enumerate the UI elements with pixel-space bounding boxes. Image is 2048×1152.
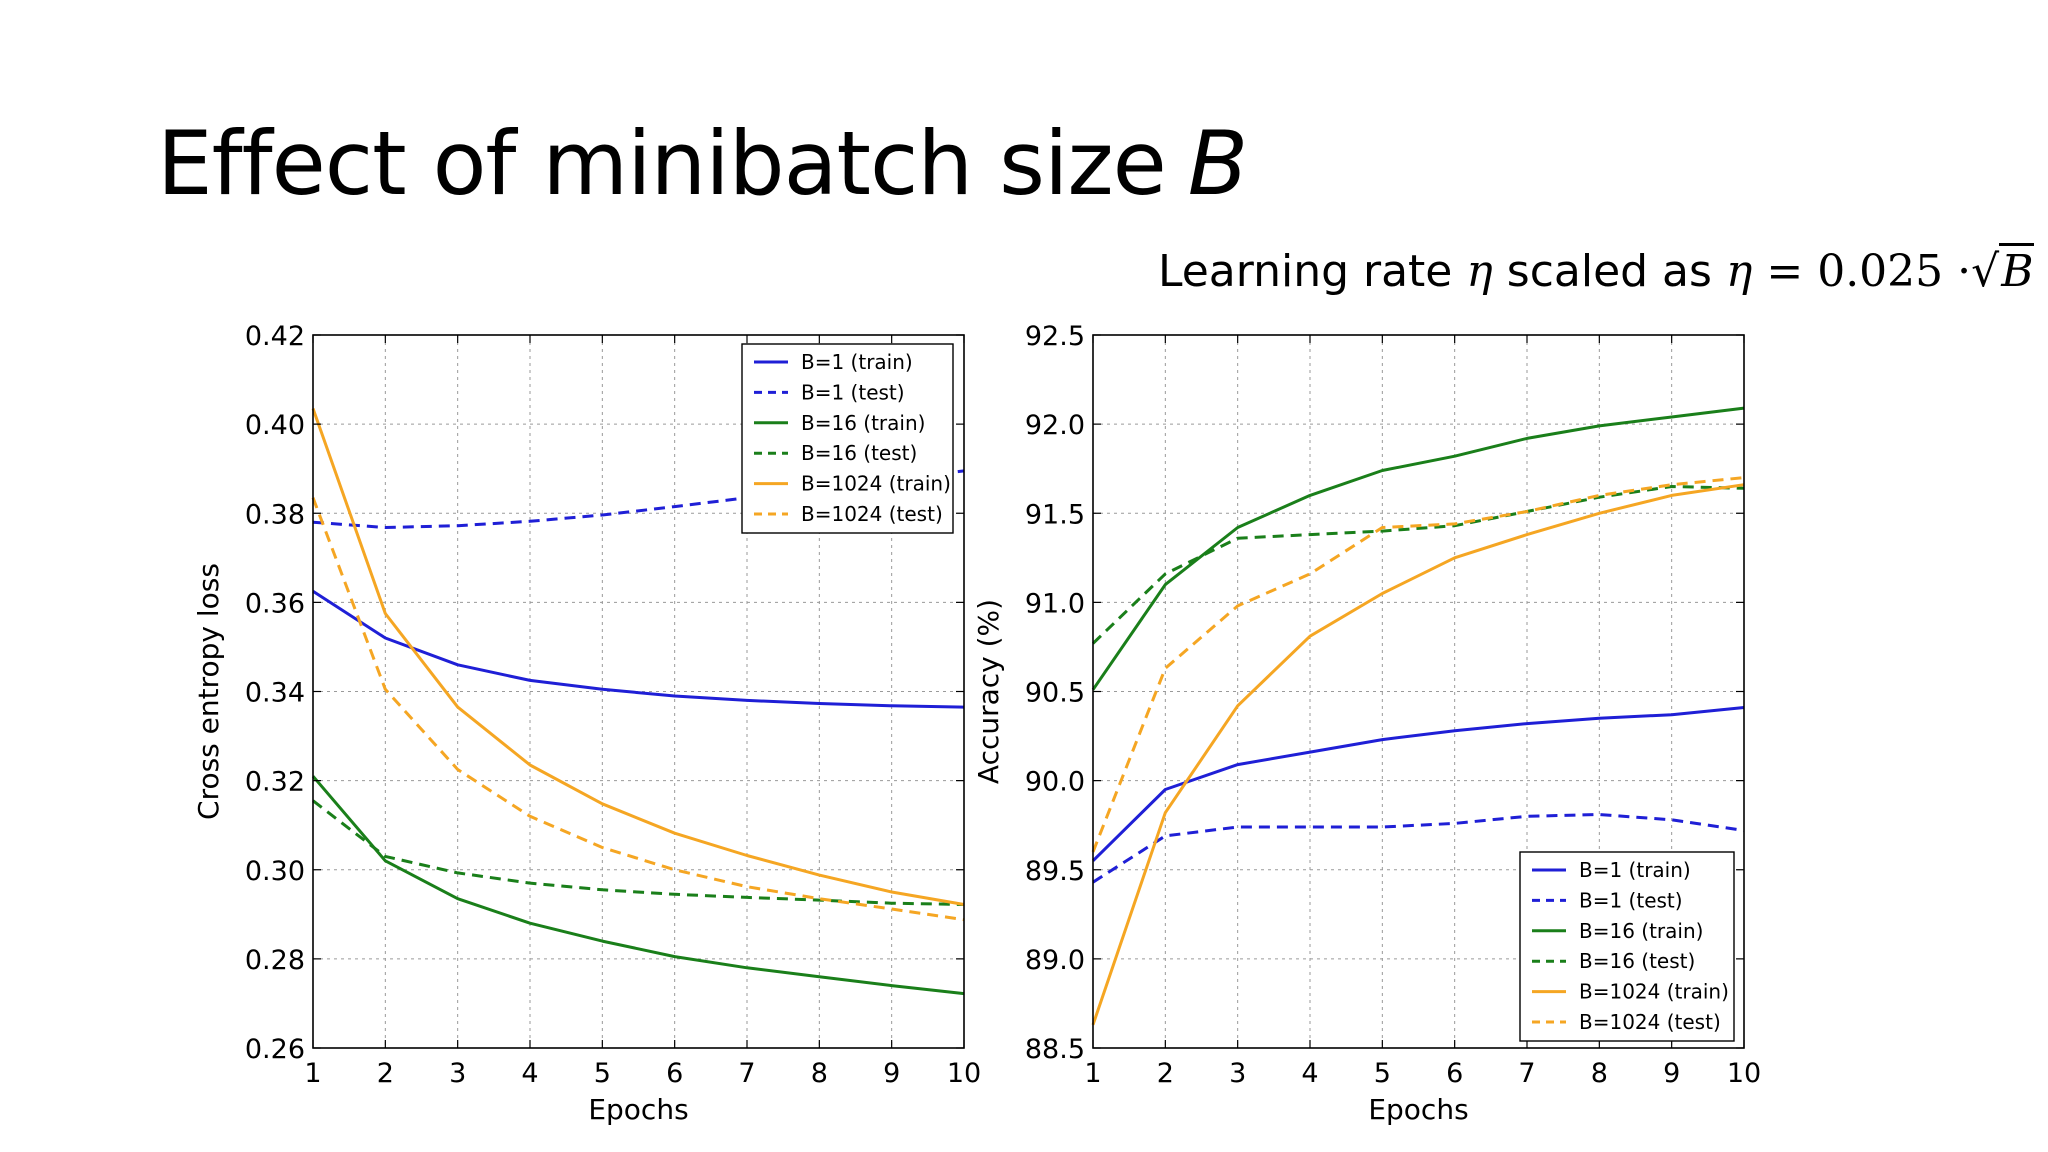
y-tick-label: 0.32 xyxy=(245,767,305,798)
x-tick-label: 6 xyxy=(666,1058,683,1089)
legend-label: B=1024 (train) xyxy=(1579,980,1729,1004)
y-axis-label: Accuracy (%) xyxy=(972,599,1005,784)
subtitle-equals: = xyxy=(1766,246,1804,297)
y-tick-label: 0.40 xyxy=(245,410,305,441)
x-tick-label: 7 xyxy=(738,1058,755,1089)
x-tick-label: 6 xyxy=(1446,1058,1463,1089)
slide-title-text: Effect of minibatch size xyxy=(157,112,1167,215)
accuracy-chart: 1 2 3 4 5 6 7 8 9 10 88.5 89.0 89.5 90.0 90.5 91.0 91.5 9… xyxy=(972,321,1761,1126)
subtitle-eta-2: η xyxy=(1725,246,1753,297)
y-tick-label: 91.0 xyxy=(1025,588,1085,619)
subtitle-variable: B xyxy=(1999,243,2034,297)
learning-rate-subtitle: Learning rate η scaled as η = 0.025 ·√B xyxy=(1158,243,2034,297)
slide-title-variable: B xyxy=(1187,112,1248,215)
y-tick-label: 89.0 xyxy=(1025,945,1085,976)
y-tick-label: 88.5 xyxy=(1025,1034,1085,1065)
legend-label: B=16 (test) xyxy=(1579,949,1695,973)
loss-chart: 1 2 3 4 5 6 7 8 9 10 0.26 0.28 0.30 0.32 0.34 0.36 0.38 0… xyxy=(192,321,981,1126)
y-tick-label: 90.5 xyxy=(1025,678,1085,709)
x-tick-label: 4 xyxy=(1301,1058,1318,1089)
subtitle-coefficient: 0.025 xyxy=(1817,246,1944,297)
x-tick-label: 5 xyxy=(594,1058,611,1089)
x-tick-label: 2 xyxy=(1157,1058,1174,1089)
legend-label: B=1 (train) xyxy=(801,350,913,374)
series-line-b-1024-test xyxy=(311,497,965,922)
series-line-b-1-train xyxy=(312,589,965,709)
series-line-b-1024-test xyxy=(1091,476,1745,853)
x-tick-label: 4 xyxy=(521,1058,538,1089)
x-tick-label: 1 xyxy=(1084,1058,1101,1089)
legend-label: B=1 (test) xyxy=(1579,888,1683,912)
x-axis-label: Epochs xyxy=(1368,1093,1468,1126)
x-tick-label: 8 xyxy=(811,1058,828,1089)
y-tick-label: 0.30 xyxy=(245,856,305,887)
y-tick-label: 92.5 xyxy=(1025,321,1085,352)
y-tick-label: 0.38 xyxy=(245,499,305,530)
legend-label: B=1024 (test) xyxy=(1579,1010,1721,1034)
legend-box xyxy=(741,343,954,534)
x-tick-label: 1 xyxy=(304,1058,321,1089)
legend-label: B=1 (train) xyxy=(1579,858,1691,882)
legend-box xyxy=(1519,851,1735,1042)
legend-label: B=16 (train) xyxy=(801,411,925,435)
series-line-b-16-test xyxy=(1091,485,1745,645)
subtitle-sqrt-symbol: √ xyxy=(1971,246,2000,297)
x-tick-label: 3 xyxy=(1229,1058,1246,1089)
legend-label: B=16 (train) xyxy=(1579,919,1703,943)
series-line-b-16-train xyxy=(1091,406,1745,691)
series-line-b-1024-train xyxy=(1091,483,1745,1026)
x-axis-label: Epochs xyxy=(588,1093,688,1126)
x-tick-label: 7 xyxy=(1518,1058,1535,1089)
x-tick-label: 10 xyxy=(1727,1058,1761,1089)
slide-title: Effect of minibatch size B xyxy=(157,112,1248,215)
series-line-b-1024-train xyxy=(311,408,965,906)
subtitle-prefix: Learning rate xyxy=(1158,246,1453,297)
y-tick-label: 92.0 xyxy=(1025,410,1085,441)
y-tick-label: 89.5 xyxy=(1025,856,1085,887)
x-tick-label: 9 xyxy=(883,1058,900,1089)
x-tick-label: 5 xyxy=(1374,1058,1391,1089)
subtitle-middle: scaled as xyxy=(1506,246,1712,297)
y-tick-label: 0.28 xyxy=(245,945,305,976)
subtitle-eta-1: η xyxy=(1466,246,1493,297)
x-tick-label: 3 xyxy=(449,1058,466,1089)
x-tick-label: 2 xyxy=(377,1058,394,1089)
y-tick-label: 91.5 xyxy=(1025,499,1085,530)
y-tick-label: 0.36 xyxy=(245,588,305,619)
series-line-b-1-train xyxy=(1091,706,1745,862)
y-axis-label: Cross entropy loss xyxy=(192,563,225,820)
x-tick-label: 10 xyxy=(947,1058,981,1089)
x-tick-label: 8 xyxy=(1591,1058,1608,1089)
legend-label: B=16 (test) xyxy=(801,441,917,465)
legend-label: B=1024 (train) xyxy=(801,472,951,496)
y-tick-label: 0.42 xyxy=(245,321,305,352)
legend-label: B=1 (test) xyxy=(801,380,905,404)
series-line-b-16-test xyxy=(312,799,965,906)
subtitle-dot: · xyxy=(1957,246,1972,297)
y-tick-label: 0.34 xyxy=(245,678,305,709)
y-tick-label: 0.26 xyxy=(245,1034,305,1065)
y-tick-label: 90.0 xyxy=(1025,767,1085,798)
series-line-b-16-train xyxy=(311,775,965,996)
x-tick-label: 9 xyxy=(1663,1058,1680,1089)
legend-label: B=1024 (test) xyxy=(801,502,943,526)
